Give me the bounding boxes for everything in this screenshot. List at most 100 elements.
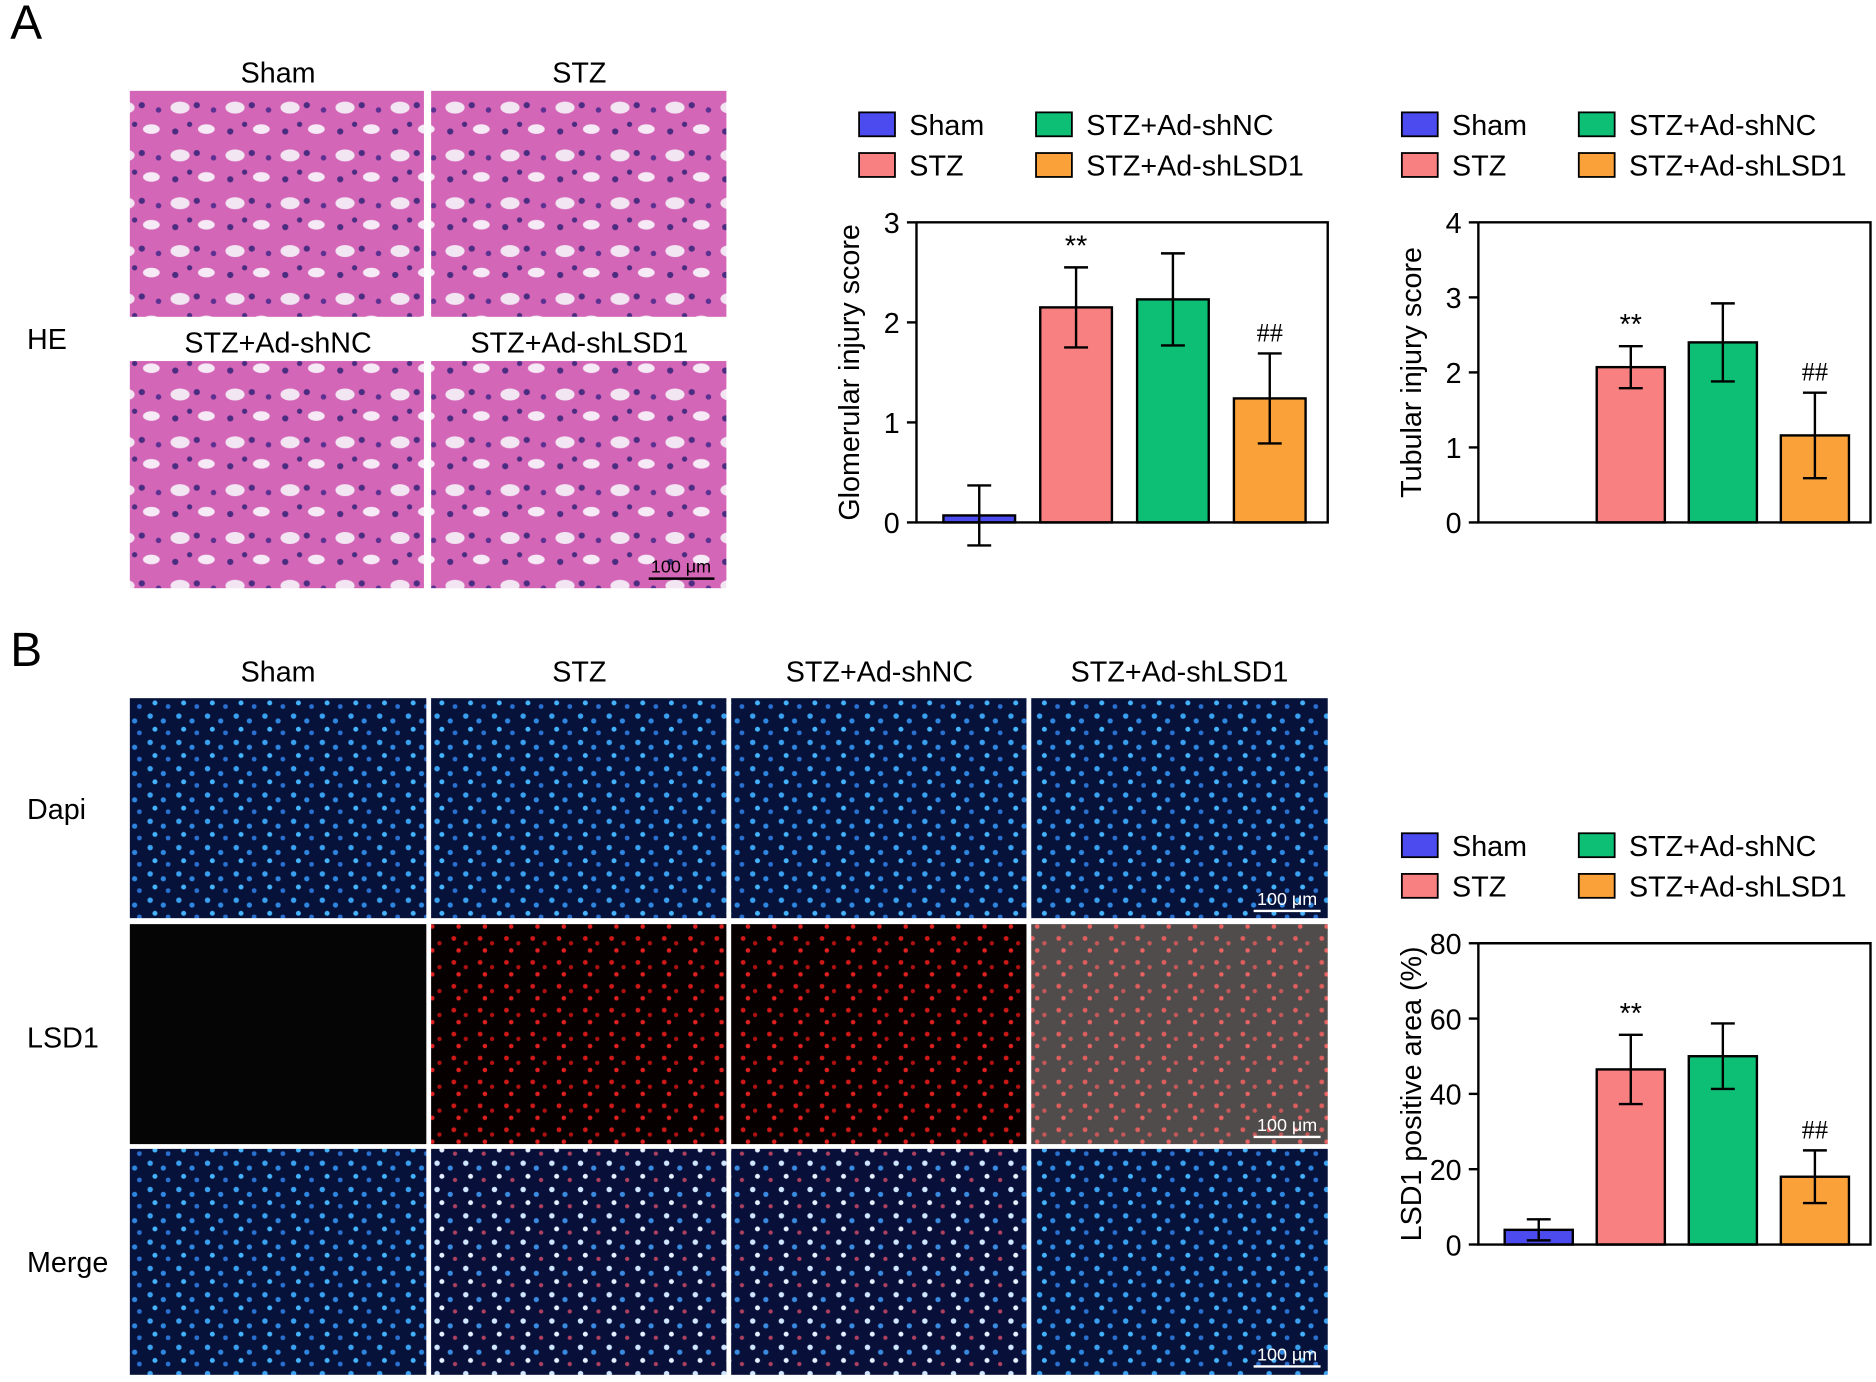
- annotation: ##: [1802, 1115, 1828, 1144]
- micrograph: [129, 924, 427, 1145]
- panel-label: B: [10, 624, 42, 677]
- micrograph: [129, 361, 424, 589]
- scale-label: 100 μm: [1257, 889, 1317, 909]
- error-bar: [967, 484, 992, 547]
- micrograph: [731, 698, 1027, 919]
- legend-swatch: [1400, 111, 1439, 138]
- legend-label: STZ+Ad-shLSD1: [1086, 151, 1304, 183]
- micrograph: [129, 698, 427, 919]
- if-images: [129, 698, 1328, 1375]
- annotation: **: [1620, 998, 1642, 1030]
- legend-label: STZ: [1452, 872, 1506, 904]
- legend-label: STZ+Ad-shLSD1: [1629, 151, 1847, 183]
- legend-swatch: [1400, 152, 1439, 178]
- micrograph: [431, 1148, 727, 1375]
- error-bar: [1618, 344, 1643, 390]
- legend-swatch: [1577, 111, 1616, 138]
- he-images: [129, 90, 727, 589]
- image-title: STZ+Ad-shNC: [786, 656, 973, 688]
- legend-swatch: [1577, 832, 1616, 859]
- scale-label: 100 μm: [1257, 1115, 1317, 1135]
- annotation: **: [1620, 309, 1642, 341]
- y-axis-label: LSD1 positive area (%): [1396, 946, 1428, 1241]
- axes: [1477, 942, 1872, 1246]
- legend-swatch: [1577, 873, 1616, 899]
- bar: [1595, 365, 1667, 524]
- legend-label: STZ+Ad-shNC: [1629, 110, 1816, 142]
- error-bar: [1160, 252, 1185, 347]
- legend-label: Sham: [1452, 110, 1527, 142]
- image-title: STZ+Ad-shLSD1: [1071, 656, 1289, 688]
- scale-label: 100 μm: [651, 557, 711, 577]
- legend-label: STZ: [1452, 151, 1506, 183]
- micrograph: [1031, 1148, 1328, 1375]
- legend-label: STZ+Ad-shNC: [1629, 831, 1816, 863]
- y-axis-label: Tubular injury score: [1396, 247, 1428, 498]
- row-label: LSD1: [27, 1022, 99, 1054]
- legend-swatch: [858, 152, 896, 178]
- error-bar: [1526, 1218, 1551, 1242]
- y-tick-label: 20: [1430, 1155, 1462, 1187]
- error-bar: [1064, 266, 1089, 349]
- y-tick-label: 1: [1446, 433, 1462, 465]
- y-tick-label: 40: [1430, 1080, 1462, 1112]
- legend-label: STZ: [909, 151, 963, 183]
- legend-swatch: [1035, 152, 1073, 178]
- micrograph: [129, 90, 424, 317]
- y-tick-label: 3: [884, 208, 900, 240]
- y-tick-label: 2: [884, 308, 900, 340]
- micrograph: [431, 361, 727, 589]
- row-label: HE: [27, 324, 67, 356]
- image-title: STZ+Ad-shNC: [184, 328, 371, 360]
- error-bar: [1802, 1149, 1827, 1205]
- legend-swatch: [858, 111, 896, 138]
- micrograph: [129, 1148, 427, 1375]
- error-bar: [1802, 391, 1827, 480]
- annotation: **: [1065, 230, 1087, 262]
- error-bar: [1257, 352, 1282, 445]
- y-tick-label: 0: [884, 508, 900, 540]
- panel-label: A: [10, 0, 42, 49]
- error-bar: [1618, 1033, 1643, 1106]
- micrograph: [431, 698, 727, 919]
- y-tick-label: 3: [1446, 283, 1462, 315]
- scale-label: 100 μm: [1257, 1344, 1317, 1364]
- micrograph: [1031, 698, 1328, 919]
- micrograph: [731, 924, 1027, 1145]
- legend-swatch: [1035, 111, 1073, 138]
- legend-label: Sham: [909, 110, 984, 142]
- axes: [1477, 221, 1872, 524]
- error-bar: [1710, 1022, 1735, 1091]
- error-bar: [1710, 302, 1735, 383]
- y-tick-label: 0: [1446, 508, 1462, 540]
- legend-swatch: [1577, 152, 1616, 178]
- annotation: ##: [1802, 358, 1828, 387]
- annotation: ##: [1257, 318, 1283, 347]
- y-axis-label: Glomerular injury score: [834, 224, 866, 521]
- y-tick-label: 60: [1430, 1004, 1462, 1036]
- legend-label: STZ+Ad-shLSD1: [1629, 872, 1847, 904]
- legend-label: Sham: [1452, 831, 1527, 863]
- legend-swatch: [1400, 832, 1439, 859]
- micrograph: [1031, 924, 1328, 1145]
- y-tick-label: 1: [884, 408, 900, 440]
- y-tick-label: 80: [1430, 929, 1462, 961]
- y-tick-label: 2: [1446, 358, 1462, 390]
- y-tick-label: 0: [1446, 1230, 1462, 1262]
- row-label: Merge: [27, 1247, 108, 1279]
- micrograph: [431, 924, 727, 1145]
- row-label: Dapi: [27, 794, 86, 826]
- micrograph: [431, 90, 727, 317]
- legend-label: STZ+Ad-shNC: [1086, 110, 1273, 142]
- image-title: Sham: [241, 656, 316, 688]
- micrograph: [731, 1148, 1027, 1375]
- y-tick-label: 4: [1446, 208, 1462, 240]
- image-title: Sham: [241, 57, 316, 89]
- legend-swatch: [1400, 873, 1439, 899]
- axes: [915, 221, 1329, 524]
- image-title: STZ+Ad-shLSD1: [471, 328, 689, 360]
- image-title: STZ: [552, 656, 606, 688]
- image-title: STZ: [552, 57, 606, 89]
